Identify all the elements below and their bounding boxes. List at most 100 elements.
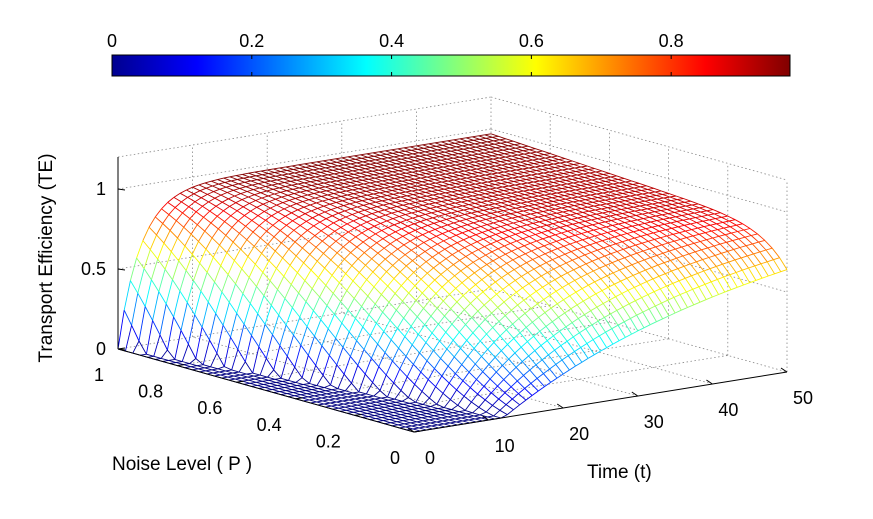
surface-line <box>352 170 361 174</box>
surface-line <box>443 148 452 152</box>
surface-line <box>522 236 530 240</box>
surface-line <box>634 209 642 212</box>
surface-line <box>427 416 436 420</box>
surface-line <box>367 155 375 158</box>
surface-line <box>435 235 444 242</box>
surface-line <box>434 279 443 288</box>
surface-line <box>498 398 507 405</box>
surface-line <box>612 223 619 226</box>
surface-line <box>388 199 396 203</box>
surface-line <box>338 187 347 192</box>
surface-line <box>595 170 603 173</box>
surface-line <box>466 177 475 182</box>
surface-line <box>391 408 400 412</box>
surface-line <box>336 347 344 366</box>
surface-line <box>376 322 385 332</box>
surface-line <box>743 229 752 236</box>
surface-line <box>533 268 542 277</box>
surface-line <box>423 147 432 152</box>
surface-line <box>469 165 476 168</box>
surface-line <box>635 213 643 216</box>
surface-line <box>203 210 211 218</box>
surface-line <box>204 230 213 239</box>
surface-line <box>263 211 272 217</box>
surface-line <box>387 157 396 161</box>
surface-line <box>216 325 224 354</box>
surface-line <box>426 154 434 159</box>
surface-line <box>262 201 270 205</box>
surface-line <box>518 195 527 199</box>
surface-line <box>737 284 744 288</box>
surface-line <box>402 420 411 424</box>
surface-line <box>556 240 565 247</box>
surface-line <box>761 275 769 279</box>
surface-line <box>427 225 436 230</box>
surface-line <box>358 373 366 393</box>
surface-line <box>328 399 337 403</box>
surface-line <box>344 252 352 260</box>
surface-line <box>371 166 378 169</box>
surface-line <box>652 232 661 239</box>
grid-line <box>490 208 788 293</box>
surface-line <box>670 199 678 202</box>
surface-line <box>401 199 409 202</box>
surface-line <box>281 174 290 179</box>
surface-line <box>478 193 486 196</box>
surface-line <box>437 166 444 169</box>
surface-line <box>605 265 614 274</box>
surface-line <box>645 269 654 280</box>
surface-line <box>570 251 579 258</box>
surface-line <box>484 246 493 253</box>
surface-line <box>209 313 217 341</box>
grid-line <box>490 96 788 181</box>
surface-line <box>404 187 413 192</box>
surface-line <box>429 386 436 399</box>
surface-line <box>278 314 287 326</box>
surface-line <box>586 339 594 344</box>
surface-line <box>587 354 595 359</box>
surface-line <box>304 163 313 167</box>
surface-line <box>183 226 192 235</box>
surface-line <box>173 316 182 331</box>
surface-line <box>420 176 428 179</box>
surface-line <box>305 184 312 188</box>
surface-line <box>197 224 205 232</box>
surface-line <box>345 166 352 169</box>
surface-line <box>609 299 618 311</box>
surface-line <box>233 260 243 270</box>
surface-line <box>123 280 131 311</box>
surface-line <box>711 278 718 283</box>
surface-line <box>257 295 265 314</box>
surface-line <box>456 389 465 397</box>
surface-line <box>436 421 445 425</box>
surface-line <box>531 216 539 219</box>
surface-line <box>338 407 347 411</box>
surface-line <box>567 182 574 185</box>
surface-line <box>436 205 443 208</box>
surface-line <box>554 185 563 189</box>
y-tick-label: 0.8 <box>138 382 163 402</box>
surface-line <box>440 348 448 359</box>
surface-line <box>496 288 504 295</box>
surface-line <box>695 249 702 253</box>
surface-line <box>351 185 359 190</box>
surface-line <box>624 257 633 266</box>
surface-line <box>499 253 506 258</box>
surface-line <box>332 292 341 302</box>
surface-line <box>432 252 439 258</box>
surface-line <box>549 208 556 211</box>
surface-line <box>489 147 496 150</box>
surface-line <box>373 278 381 288</box>
surface-line <box>392 265 401 273</box>
surface-line <box>588 284 597 295</box>
surface-line <box>193 190 201 195</box>
surface-line <box>372 271 381 280</box>
surface-line <box>546 160 553 163</box>
surface-line <box>472 217 480 222</box>
surface-line <box>576 192 584 194</box>
surface-line <box>482 185 489 188</box>
surface-line <box>563 190 570 193</box>
surface-line <box>554 279 563 288</box>
surface-line <box>416 316 426 326</box>
